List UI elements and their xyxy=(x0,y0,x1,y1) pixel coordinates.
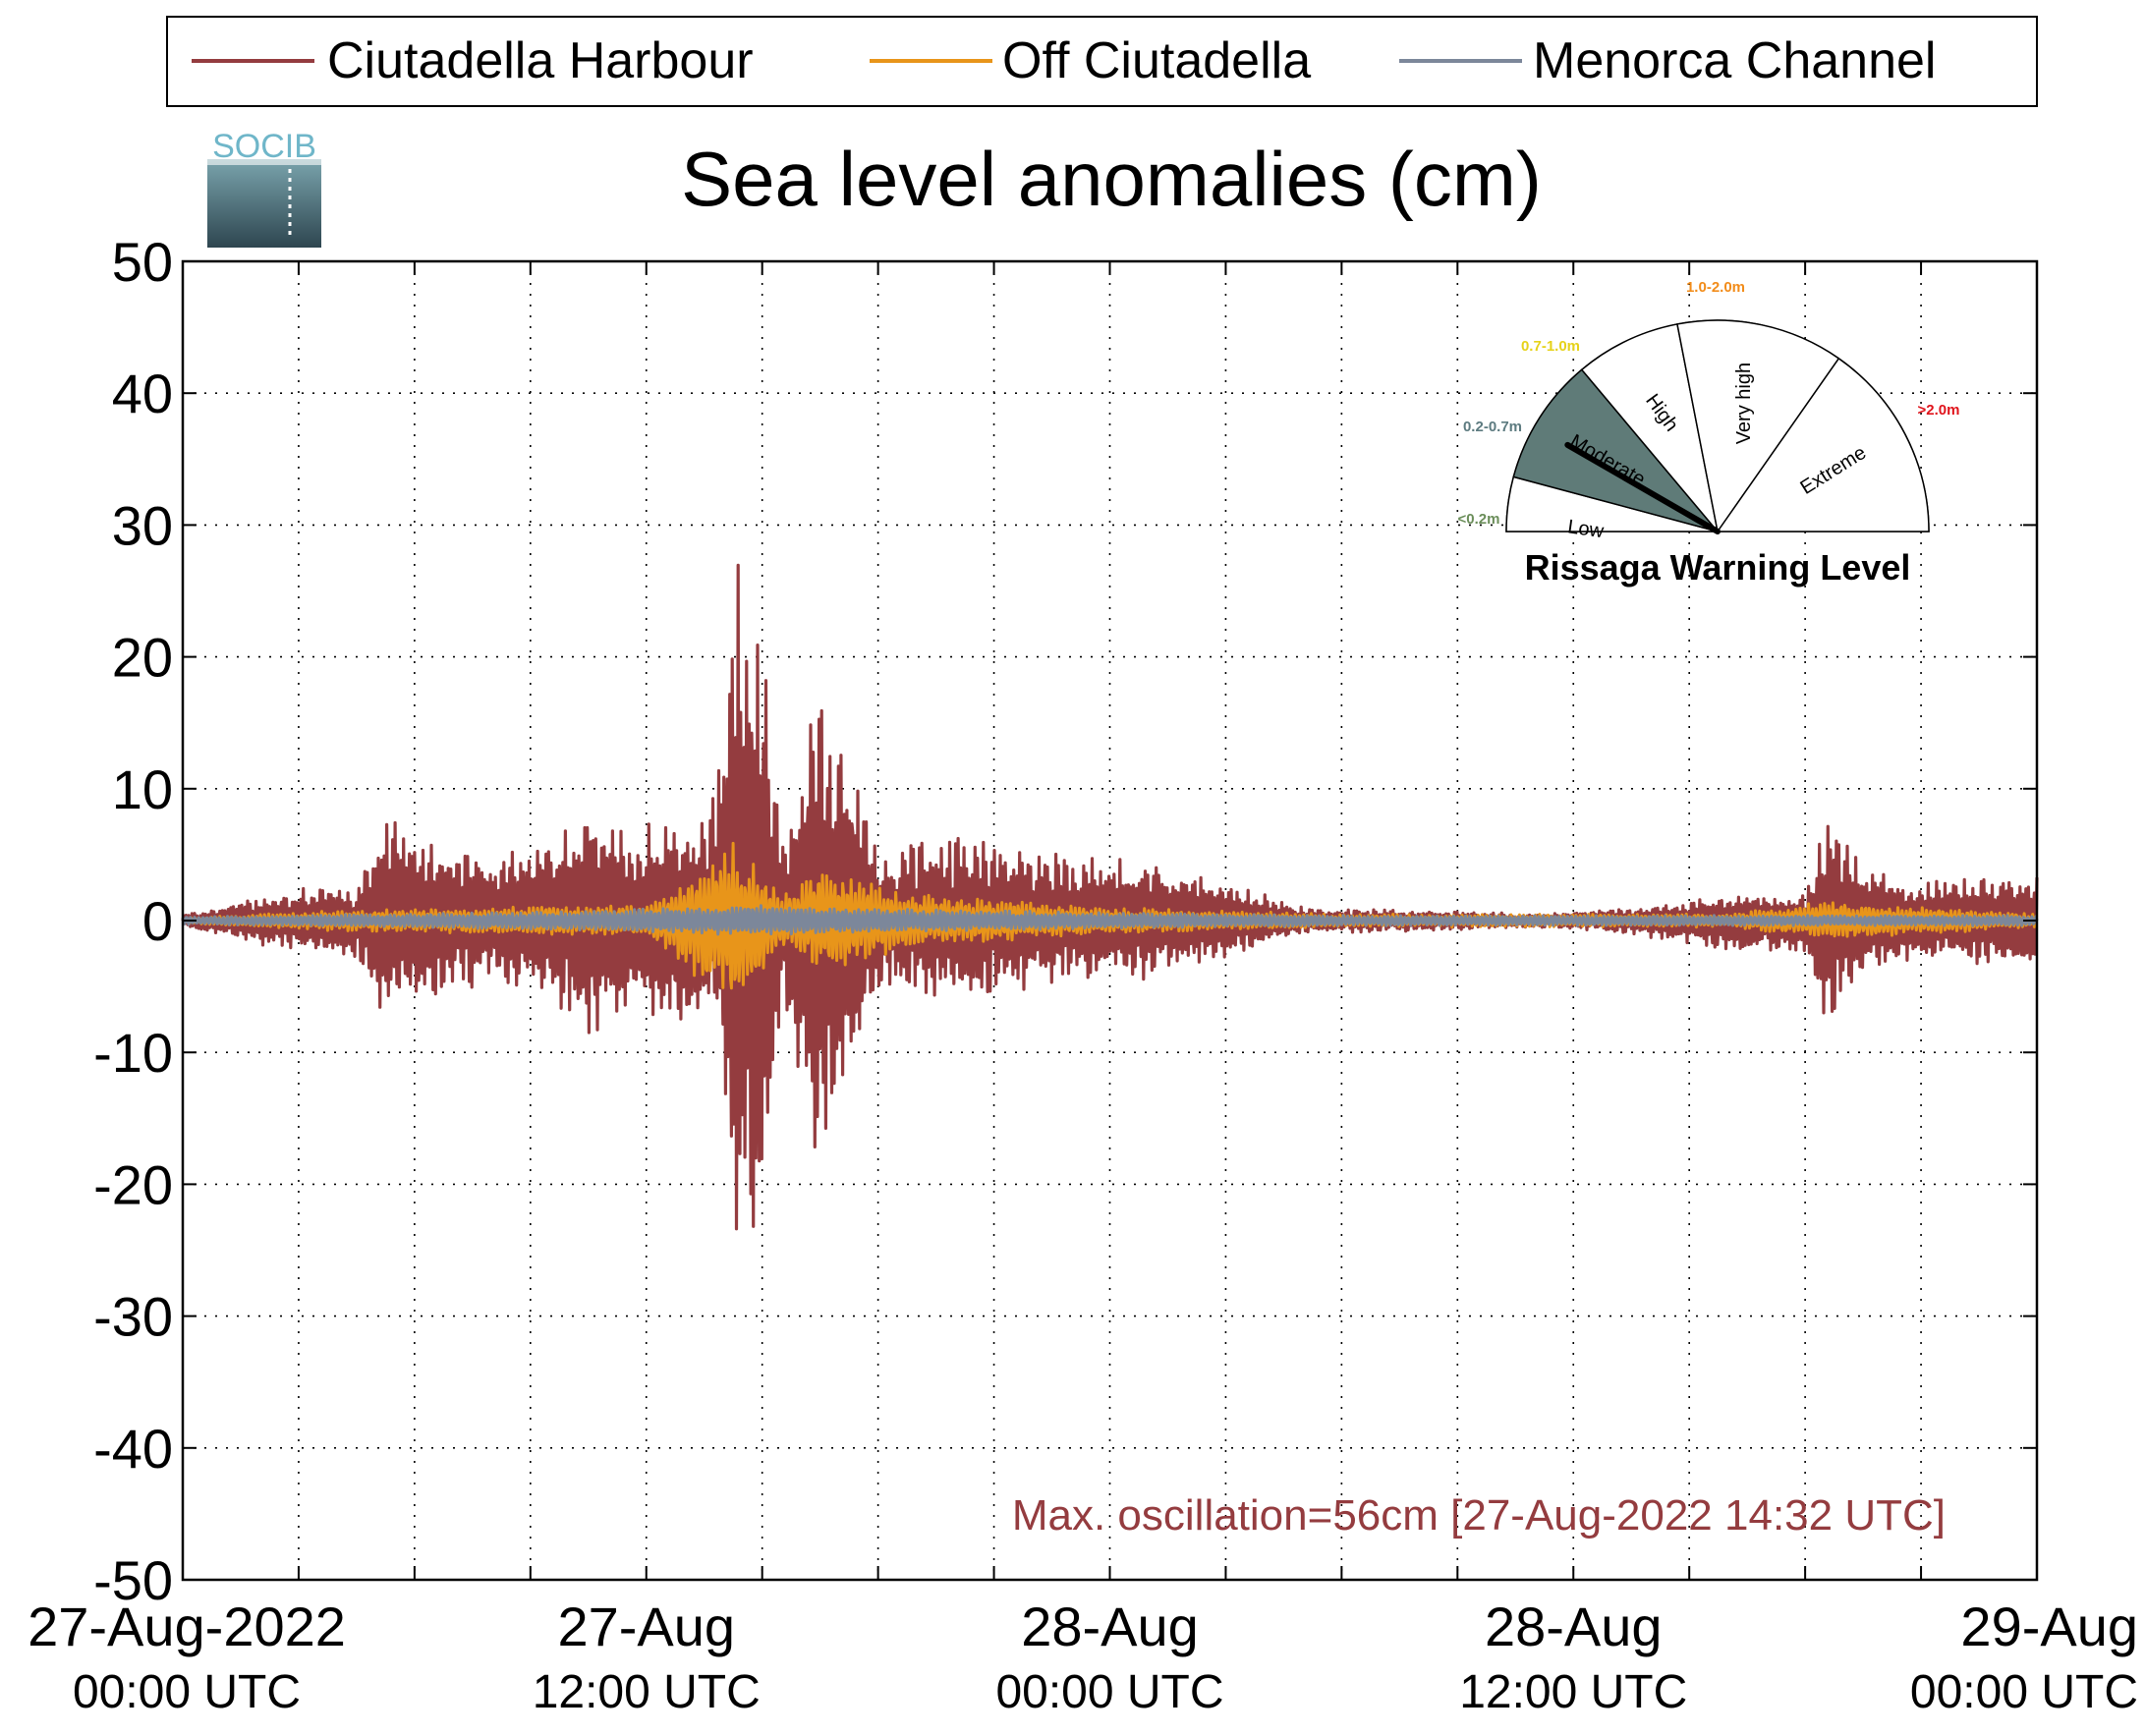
y-tick-label: -20 xyxy=(93,1153,173,1215)
y-tick-label: 20 xyxy=(112,627,173,689)
x-tick-time-label: 00:00 UTC xyxy=(1910,1666,2138,1718)
legend-label-ciutadella-harbour: Ciutadella Harbour xyxy=(327,32,754,89)
y-tick-label: 10 xyxy=(112,758,173,820)
x-axis: 27-Aug-2022 00:00 UTC 27-Aug 12:00 UTC 28-Au… xyxy=(28,261,2138,1718)
gauge-needle xyxy=(1564,441,1721,534)
x-tick-date-label: 27-Aug xyxy=(557,1596,735,1657)
series-layer xyxy=(181,563,2039,1231)
x-tick-date-label: 27-Aug-2022 xyxy=(28,1596,346,1657)
logo-block xyxy=(207,159,321,248)
y-tick-label: -10 xyxy=(93,1022,173,1084)
x-tick-time-label: 00:00 UTC xyxy=(73,1666,301,1718)
socib-logo: SOCIB xyxy=(207,128,321,248)
gauge-segment-label: Low xyxy=(1566,516,1606,542)
x-tick-date-label: 29-Aug xyxy=(1960,1596,2138,1657)
x-tick-time-label: 00:00 UTC xyxy=(995,1666,1223,1718)
y-tick-label: -40 xyxy=(93,1418,173,1480)
x-tick-date-label: 28-Aug xyxy=(1021,1596,1199,1657)
y-axis: 50 40 30 20 10 0 -10 -20 -30 -40 -50 xyxy=(93,231,2037,1611)
y-tick-label: -50 xyxy=(93,1549,173,1611)
x-tick-date-label: 28-Aug xyxy=(1485,1596,1663,1657)
gauge-segment-very-high xyxy=(1676,319,1840,533)
gauge-range-label: 0.2-0.7m xyxy=(1463,419,1522,435)
x-tick-time-label: 12:00 UTC xyxy=(1459,1666,1687,1718)
y-tick-label: -30 xyxy=(93,1286,173,1348)
legend: Ciutadella Harbour Off Ciutadella Menorc… xyxy=(166,16,2038,107)
y-tick-label: 30 xyxy=(112,494,173,556)
gauge-segment-label: Very high xyxy=(1733,363,1755,444)
max-oscillation-annotation: Max. oscillation=56cm [27-Aug-2022 14:32… xyxy=(1012,1491,1946,1540)
gauge-range-label: <0.2m xyxy=(1458,511,1500,528)
series-line-menorca-channel xyxy=(181,904,2039,936)
chart-title: Sea level anomalies (cm) xyxy=(681,136,1542,222)
gauge-segment-moderate xyxy=(1512,368,1721,533)
gauge-title: Rissaga Warning Level xyxy=(1525,547,1911,588)
gauge-segment-high xyxy=(1580,323,1720,534)
y-tick-label: 0 xyxy=(142,890,173,952)
gauge-range-label: 0.7-1.0m xyxy=(1521,338,1580,355)
y-tick-label: 50 xyxy=(112,231,173,293)
legend-label-menorca-channel: Menorca Channel xyxy=(1533,32,1936,89)
x-tick-time-label: 12:00 UTC xyxy=(533,1666,761,1718)
gauge-range-label: 1.0-2.0m xyxy=(1686,279,1745,296)
legend-box xyxy=(166,16,2038,107)
gauge-segment-extreme xyxy=(1716,357,1930,532)
logo-text: SOCIB xyxy=(212,128,316,165)
y-tick-label: 40 xyxy=(112,363,173,424)
legend-label-off-ciutadella: Off Ciutadella xyxy=(1002,32,1311,89)
gauge-range-label: >2.0m xyxy=(1918,402,1960,419)
